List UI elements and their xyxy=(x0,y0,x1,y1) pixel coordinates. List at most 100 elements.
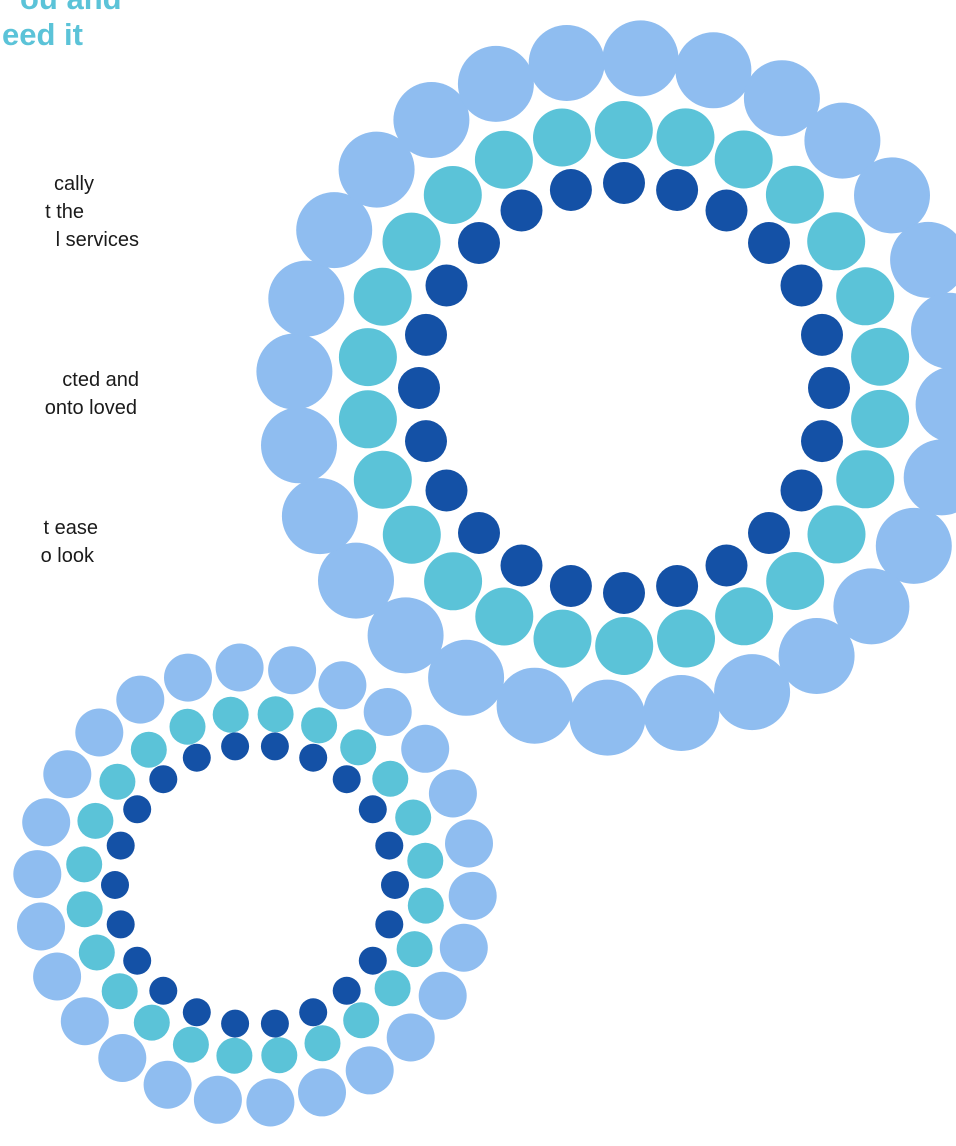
large-ring-outer-dot xyxy=(569,679,646,756)
small-ring-inner-dot xyxy=(332,765,361,794)
small-ring-inner-dot xyxy=(375,831,404,860)
small-ring-outer-dot xyxy=(448,871,497,920)
large-ring-outer-dot xyxy=(890,221,956,298)
small-ring-middle-dot xyxy=(396,931,433,968)
large-ring-outer-dot xyxy=(714,654,791,731)
small-ring-middle-dot xyxy=(374,970,411,1007)
large-ring-inner-dot xyxy=(405,313,447,356)
large-ring-inner-dot xyxy=(808,367,850,409)
large-ring-inner-dot xyxy=(748,222,790,264)
large-ring-outer-dot xyxy=(778,618,855,694)
small-ring-inner-dot xyxy=(221,1009,250,1038)
large-ring-outer-dot xyxy=(393,82,470,158)
small-ring-middle-dot xyxy=(372,760,409,797)
small-ring-middle-dot xyxy=(101,973,138,1010)
large-ring-outer-dot xyxy=(318,542,394,619)
large-ring-inner-dot xyxy=(500,544,543,587)
small-ring-inner-dot xyxy=(381,871,409,899)
large-ring-inner-dot xyxy=(500,189,543,232)
paragraph-1-line-3: l services xyxy=(55,229,139,251)
small-ring-inner-dot xyxy=(332,976,361,1005)
large-ring-outer-dot xyxy=(428,639,505,716)
large-ring-middle-dot xyxy=(338,328,397,387)
small-ring-inner-dot xyxy=(149,976,178,1005)
paragraph-2: cted and onto loved xyxy=(0,366,139,422)
small-ring-middle-dot xyxy=(216,1037,253,1074)
small-ring-outer-dot xyxy=(33,952,82,1001)
large-ring-inner-dot xyxy=(425,469,468,512)
large-ring-middle-dot xyxy=(851,327,910,386)
small-ring-middle-dot xyxy=(77,802,114,839)
large-ring-inner-dot xyxy=(549,169,592,211)
small-ring-middle-dot xyxy=(301,707,338,744)
small-ring-inner-dot xyxy=(123,946,152,975)
large-ring-outer-dot xyxy=(261,407,337,484)
small-ring-inner-dot xyxy=(299,743,328,772)
small-ring-inner-dot xyxy=(260,732,289,761)
large-ring-middle-dot xyxy=(353,450,412,509)
large-ring-inner-dot xyxy=(801,313,843,356)
large-ring-inner-dot xyxy=(458,222,500,264)
small-ring-middle-dot xyxy=(66,891,103,928)
small-ring-inner-dot xyxy=(106,910,135,939)
large-ring-outer-dot xyxy=(675,32,752,109)
small-ring-middle-dot xyxy=(343,1002,380,1039)
large-ring-middle-dot xyxy=(656,108,715,167)
large-ring-outer-dot xyxy=(528,25,605,101)
large-ring-inner-dot xyxy=(398,367,440,409)
small-ring-inner-dot xyxy=(101,871,129,899)
small-ring-middle-dot xyxy=(172,1026,209,1063)
large-ring-middle-dot xyxy=(382,212,441,271)
small-ring-inner-dot xyxy=(123,795,152,824)
small-ring-outer-dot xyxy=(268,646,317,695)
large-ring-middle-dot xyxy=(533,108,591,167)
small-ring-middle-dot xyxy=(99,763,136,800)
large-ring-outer-dot xyxy=(457,45,534,122)
large-ring-inner-dot xyxy=(780,264,823,307)
large-ring-inner-dot xyxy=(748,512,790,554)
small-ring-inner-dot xyxy=(106,831,135,860)
small-ring-outer-dot xyxy=(428,769,477,818)
large-ring-inner-dot xyxy=(780,469,823,512)
large-ring-middle-dot xyxy=(807,212,866,271)
small-ring-middle-dot xyxy=(133,1004,170,1041)
large-ring-middle-dot xyxy=(475,587,534,646)
large-ring-outer-dot xyxy=(915,366,956,443)
small-ring-middle-dot xyxy=(407,887,444,924)
small-ring-outer-dot xyxy=(193,1075,242,1124)
small-ring-outer-dot xyxy=(318,661,367,710)
large-ring-inner-dot xyxy=(425,264,468,307)
large-ring-inner-dot xyxy=(603,572,645,614)
small-ring-outer-dot xyxy=(386,1013,435,1062)
large-ring-middle-dot xyxy=(766,552,825,610)
large-ring-inner-dot xyxy=(801,420,843,463)
large-ring-middle-dot xyxy=(595,617,654,675)
heading-line-2: eed it xyxy=(2,17,83,52)
large-ring-middle-dot xyxy=(836,267,895,326)
large-ring-inner-dot xyxy=(705,544,748,587)
small-ring-middle-dot xyxy=(261,1037,298,1074)
small-ring-inner-dot xyxy=(375,910,404,939)
large-dot-ring xyxy=(256,20,956,756)
small-dot-ring xyxy=(13,643,497,1127)
small-ring-inner-dot xyxy=(149,765,178,794)
small-ring-outer-dot xyxy=(13,850,62,899)
large-ring-inner-dot xyxy=(705,189,748,232)
large-ring-outer-dot xyxy=(875,507,952,584)
large-ring-inner-dot xyxy=(405,420,447,463)
large-ring-middle-dot xyxy=(851,389,910,448)
small-ring-outer-dot xyxy=(143,1060,192,1109)
large-ring-middle-dot xyxy=(836,450,895,509)
large-ring-outer-dot xyxy=(256,333,333,410)
small-ring-outer-dot xyxy=(418,971,467,1020)
small-ring-outer-dot xyxy=(445,819,493,868)
small-ring-outer-dot xyxy=(75,708,124,757)
small-ring-outer-dot xyxy=(401,724,450,773)
paragraph-2-line-1: cted and xyxy=(62,369,139,391)
small-ring-middle-dot xyxy=(212,696,249,733)
small-ring-outer-dot xyxy=(98,1034,147,1082)
large-ring-outer-dot xyxy=(602,20,679,97)
large-ring-inner-dot xyxy=(603,162,645,204)
small-ring-outer-dot xyxy=(164,653,212,702)
